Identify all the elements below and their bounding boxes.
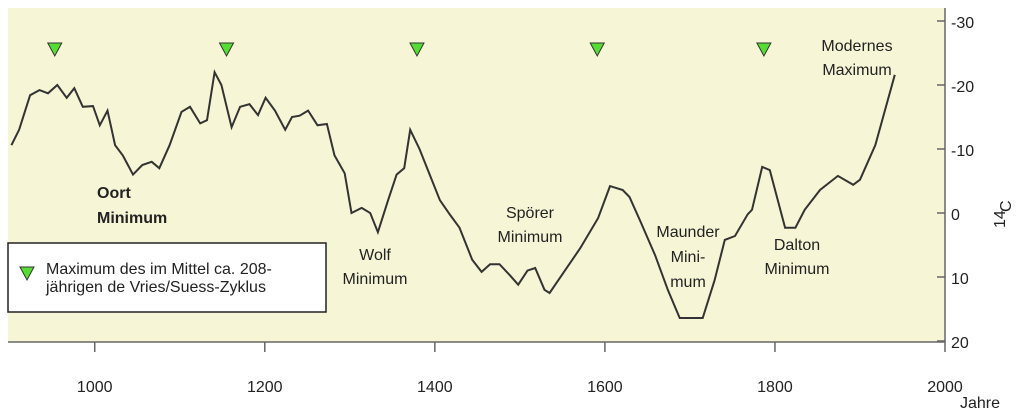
- x-axis-label: Jahre: [960, 395, 1000, 412]
- x-tick-label: 1200: [247, 379, 283, 396]
- data-line: [10, 69, 896, 319]
- legend-text: Maximum des im Mittel ca. 208-: [46, 261, 272, 278]
- y-axis-label: 14 C: [992, 200, 1015, 228]
- y-label-sup: 14: [992, 210, 1009, 228]
- legend-box: [7, 242, 327, 313]
- annotation: Maunder: [656, 224, 720, 241]
- y-tick-label: -30: [951, 15, 974, 32]
- x-tick-label: 1600: [587, 379, 623, 396]
- x-tick-label: 2000: [927, 379, 963, 396]
- y-tick-label: -10: [951, 143, 974, 160]
- annotation: Minimum: [765, 261, 830, 278]
- cycle-marker: [409, 42, 425, 58]
- y-label-main: C: [998, 200, 1015, 212]
- annotation: Dalton: [774, 237, 820, 254]
- x-tick-label: 1400: [417, 379, 453, 396]
- x-tick-label: 1800: [757, 379, 793, 396]
- legend-text: jährigen de Vries/Suess-Zyklus: [45, 279, 266, 296]
- cycle-marker: [46, 42, 63, 58]
- annotation: Spörer: [506, 205, 555, 222]
- annotation: Modernes: [821, 38, 892, 55]
- annotation: Minimum: [498, 229, 563, 246]
- annotation: Minimum: [97, 210, 167, 227]
- legend-marker: [19, 266, 35, 282]
- cycle-marker: [218, 42, 235, 58]
- annotation: Oort: [97, 185, 131, 202]
- cycle-marker: [756, 42, 772, 58]
- annotation: Maximum: [822, 62, 891, 79]
- annotation: Wolf: [359, 247, 391, 264]
- y-tick-label: 10: [951, 271, 969, 288]
- y-tick-label: -20: [951, 79, 974, 96]
- annotation: Mini-: [671, 249, 706, 266]
- annotation: mum: [670, 274, 706, 291]
- y-tick-label: 0: [951, 207, 960, 224]
- y-tick-label: 20: [951, 335, 969, 352]
- x-tick-label: 1000: [77, 379, 113, 396]
- cycle-marker: [589, 42, 606, 58]
- annotation: Minimum: [343, 271, 408, 288]
